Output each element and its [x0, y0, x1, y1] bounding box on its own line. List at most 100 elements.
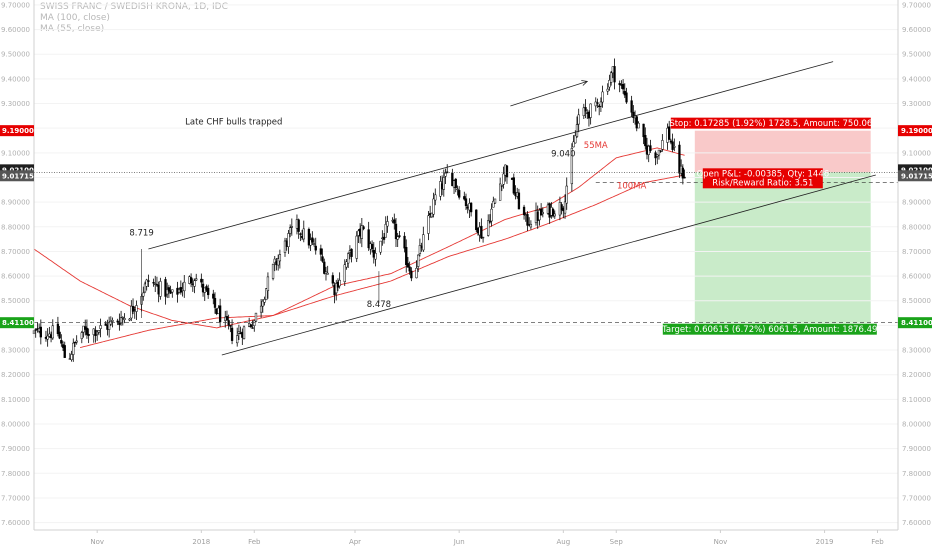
x-tick-label: Feb	[871, 538, 884, 546]
candle-body	[418, 245, 422, 254]
candle-body	[326, 272, 329, 275]
candle-body	[338, 279, 341, 287]
candle-body	[630, 100, 633, 113]
target-label-text: Target: 0.60615 (6.72%) 6061.5, Amount: …	[661, 325, 877, 335]
candle-body	[609, 72, 613, 83]
candle-body	[119, 317, 123, 324]
x-tick-label: Nov	[714, 538, 728, 546]
annotation-label: Late CHF bulls trapped	[185, 117, 282, 127]
candle-body	[673, 145, 676, 148]
stop-badge-left-box	[0, 125, 34, 137]
candle-body	[251, 327, 254, 329]
candle-body	[382, 236, 386, 240]
candle-body	[374, 252, 377, 260]
candle-body	[288, 227, 292, 234]
candle-body	[589, 103, 592, 118]
candle-body	[408, 266, 411, 272]
y-tick-right: 8.00000	[902, 421, 931, 429]
candle-body	[599, 101, 603, 107]
candle-body	[297, 219, 300, 232]
candle-body	[142, 292, 145, 297]
candle-body	[584, 107, 587, 112]
candle-body	[135, 305, 138, 312]
ma55-legend: MA (55, close)	[40, 24, 105, 34]
candle-body	[551, 209, 555, 217]
candle-body	[488, 221, 492, 223]
candle-body	[259, 305, 263, 313]
candle-body	[671, 141, 674, 150]
candle-body	[403, 235, 406, 249]
stop-label-box	[670, 117, 871, 129]
candle-body	[236, 335, 239, 344]
candle-body	[147, 280, 150, 282]
candle-body	[121, 317, 124, 319]
candle-body	[480, 225, 483, 239]
candle-body	[164, 279, 167, 297]
candle-body	[302, 228, 305, 240]
candle-body	[323, 261, 326, 274]
candle-body	[430, 212, 433, 218]
y-tick-left: 8.00000	[1, 421, 30, 429]
annotation-label: 8.719	[129, 228, 153, 238]
candle-body	[451, 172, 454, 187]
candle-body	[277, 258, 280, 266]
candle-body	[396, 236, 399, 240]
trend-arrow-line	[510, 80, 588, 107]
candle-body	[405, 247, 408, 266]
candle-body	[227, 320, 230, 326]
y-tick-right: 8.30000	[902, 347, 931, 355]
candle-body	[572, 141, 575, 148]
candle-body	[58, 331, 61, 339]
y-tick-right: 7.80000	[902, 470, 931, 478]
candle-body	[331, 275, 334, 284]
candle-body	[512, 177, 515, 194]
current-badge-right-box	[898, 164, 932, 176]
candle-body	[75, 340, 78, 343]
candle-body	[417, 254, 420, 267]
candle-body	[128, 318, 131, 321]
y-tick-left: 9.30000	[1, 100, 30, 108]
candle-body	[193, 280, 196, 287]
target-zone	[694, 172, 871, 323]
candle-body	[642, 123, 645, 138]
candle-body	[522, 206, 526, 216]
y-tick-left: 8.60000	[1, 273, 30, 281]
candle-body	[481, 236, 485, 239]
y-tick-right: 7.90000	[902, 445, 931, 453]
x-tick-label: Apr	[349, 538, 361, 546]
candle-body	[475, 209, 478, 230]
candle-body	[505, 165, 509, 178]
x-tick-label: 2019	[816, 538, 834, 546]
ma100-legend: MA (100, close)	[40, 13, 110, 23]
candle-body	[46, 335, 49, 340]
x-tick-label: Nov	[90, 538, 104, 546]
candle-body	[582, 107, 585, 116]
candle-body	[644, 135, 647, 147]
candle-body	[575, 124, 579, 137]
candle-body	[490, 208, 493, 222]
candle-body	[500, 185, 504, 187]
y-tick-left: 8.20000	[1, 371, 30, 379]
candle-body	[406, 263, 410, 268]
stop-badge-right-box	[898, 125, 932, 137]
candle-body	[212, 293, 215, 299]
candle-body	[659, 150, 662, 152]
candle-body	[314, 245, 317, 251]
candle-body	[111, 320, 114, 322]
candle-body	[487, 220, 490, 236]
candle-body	[632, 111, 635, 118]
candle-body	[271, 263, 275, 279]
y-tick-left: 7.70000	[1, 494, 30, 502]
pnl-label-text: Open P&L: -0.00385, Qty: 1446	[696, 169, 829, 179]
candle-body	[613, 66, 616, 83]
candle-body	[668, 126, 671, 140]
target-badge-left-text: 8.41100	[2, 319, 34, 327]
candle-body	[290, 226, 293, 228]
candle-body	[249, 324, 253, 327]
candle-body	[63, 345, 66, 358]
candle-body	[432, 198, 435, 215]
y-tick-left: 8.70000	[1, 248, 30, 256]
candle-body	[606, 88, 609, 92]
candle-body	[123, 318, 126, 321]
